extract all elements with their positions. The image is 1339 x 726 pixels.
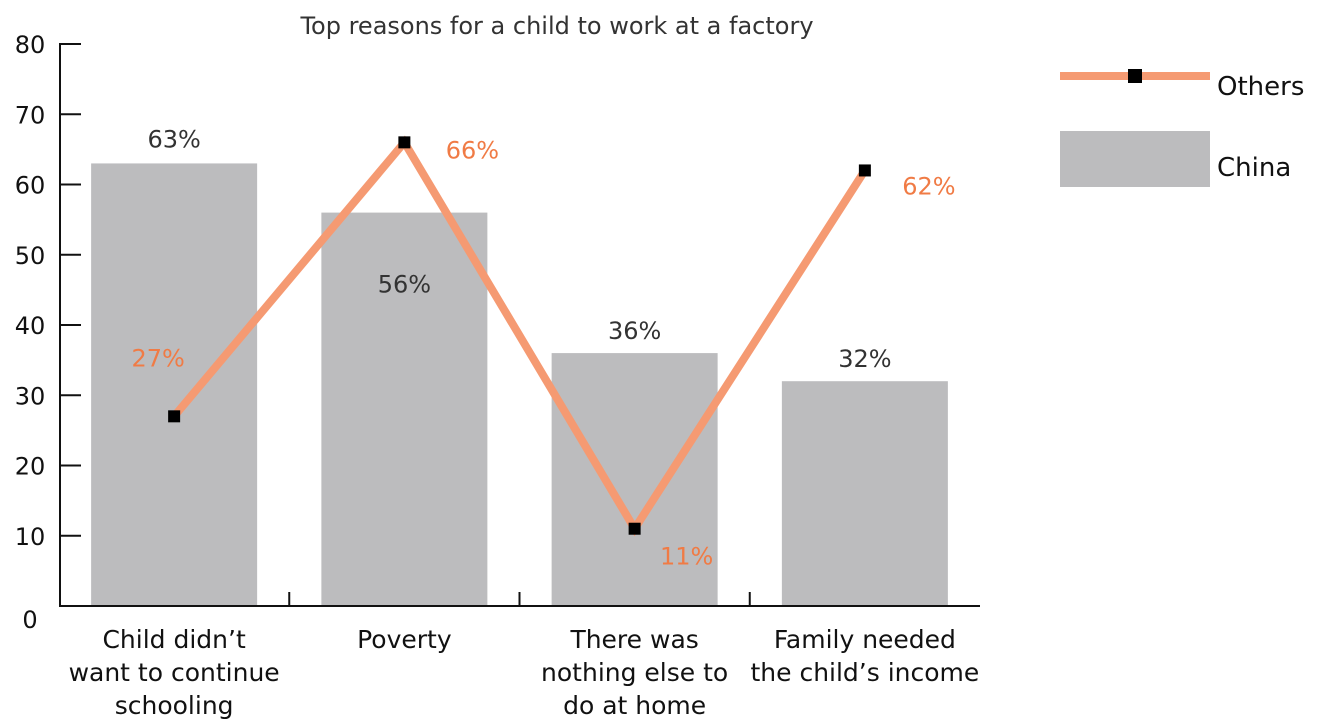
line-value-label-4: 62%: [902, 172, 955, 200]
y-tick-label-70: 70: [15, 101, 46, 129]
x-category-label-line: Poverty: [357, 625, 452, 654]
legend: Others China: [1060, 69, 1304, 187]
x-category-label-line: Family needed: [774, 625, 956, 654]
x-category-label-3: There was nothing else to do at home: [541, 625, 728, 720]
bar-value-label-3: 36%: [608, 317, 661, 345]
bar-value-label-1: 63%: [147, 125, 200, 153]
line-marker-4: [858, 164, 871, 177]
line-marker-3: [628, 522, 641, 535]
legend-others-marker: [1128, 69, 1142, 83]
plot-area: 0 10 20 30 40 50 60 70 80 Child didn’t want to con…: [15, 31, 980, 720]
x-category-label-4: Family needed the child’s income: [750, 625, 979, 687]
legend-china-label: China: [1217, 153, 1291, 183]
bar-china-4: [781, 381, 948, 606]
bar-value-label-2: 56%: [378, 271, 431, 299]
x-category-label-line: There was: [569, 625, 698, 654]
bar-value-label-4: 32%: [838, 345, 891, 373]
x-category-label-line: want to continue: [69, 658, 280, 687]
line-value-label-1: 27%: [131, 344, 184, 372]
y-tick-label-30: 30: [15, 382, 46, 410]
line-others: [171, 135, 869, 537]
x-category-label-line: schooling: [115, 691, 234, 720]
legend-others-label: Others: [1217, 72, 1304, 102]
x-category-label-line: Child didn’t: [102, 625, 245, 654]
legend-china-swatch: [1060, 131, 1210, 187]
line-value-label-2: 66%: [446, 136, 499, 164]
chart-title: Top reasons for a child to work at a fac…: [299, 12, 813, 40]
x-category-label-2: Poverty: [357, 625, 452, 654]
x-category-label-line: the child’s income: [750, 658, 979, 687]
bar-china-1: [91, 163, 258, 607]
y-tick-label-0: 0: [22, 606, 37, 634]
y-tick-label-10: 10: [15, 523, 46, 551]
y-tick-label-20: 20: [15, 453, 46, 481]
x-category-label-line: nothing else to: [541, 658, 728, 687]
y-tick-label-40: 40: [15, 312, 46, 340]
line-marker-1: [168, 410, 181, 423]
bar-china-3: [551, 353, 718, 606]
line-marker-2: [398, 136, 411, 149]
y-tick-label-80: 80: [15, 31, 46, 59]
bar-china-2: [321, 212, 488, 606]
line-value-label-3: 11%: [660, 543, 713, 571]
x-category-label-line: do at home: [563, 691, 706, 720]
x-category-label-1: Child didn’t want to continue schooling: [69, 625, 280, 720]
y-tick-label-50: 50: [15, 242, 46, 270]
y-tick-label-60: 60: [15, 172, 46, 200]
